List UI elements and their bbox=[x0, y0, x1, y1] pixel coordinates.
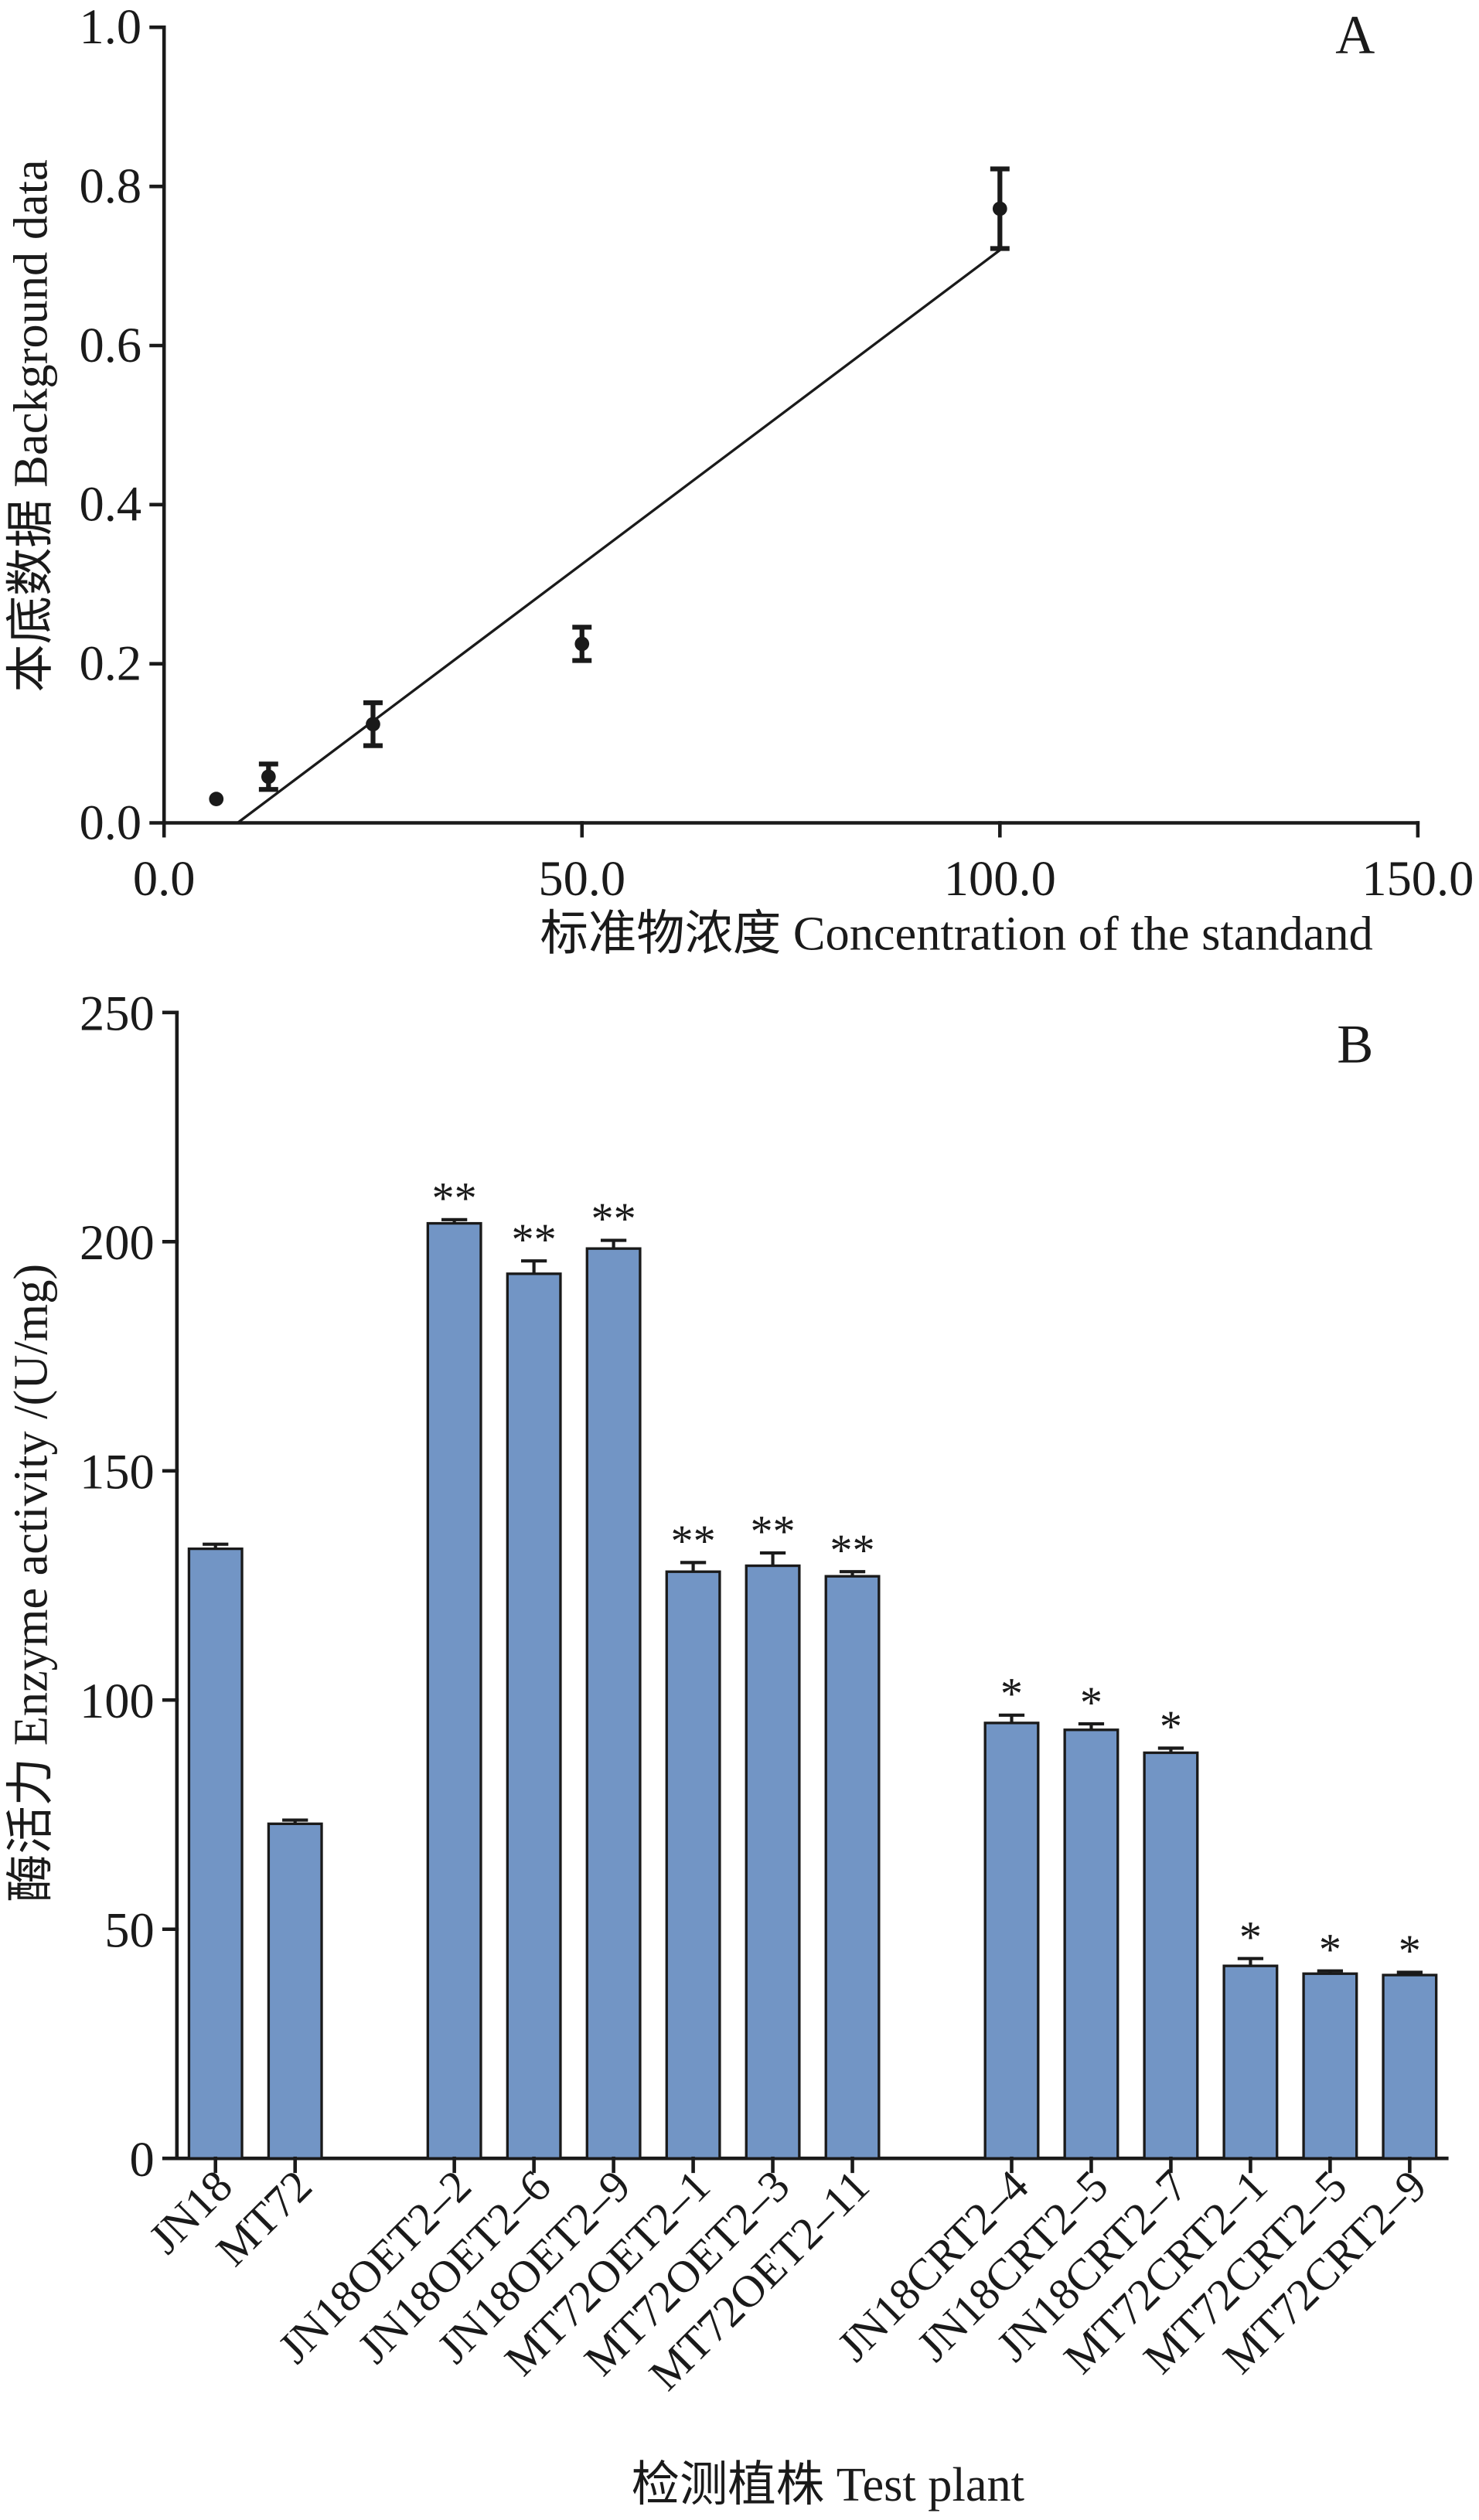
data-point-1 bbox=[209, 792, 224, 806]
bar-jn18crt2-7 bbox=[1143, 1751, 1199, 2160]
bar-mt72oet2-1 bbox=[665, 1570, 721, 2160]
x-tick-label-a: 50.0 bbox=[538, 851, 625, 906]
bar-jn18crt2-4 bbox=[983, 1721, 1040, 2160]
bar-jn18oet2-6 bbox=[506, 1272, 562, 2160]
bar-mt72crt2-9 bbox=[1382, 1973, 1438, 2160]
significance-marker-mt72oet2-3: ** bbox=[750, 1507, 795, 1557]
bar-jn18oet2-9 bbox=[585, 1247, 642, 2160]
bar-jn18oet2-2 bbox=[426, 1221, 482, 2160]
significance-marker-mt72oet2-11: ** bbox=[830, 1525, 874, 1575]
significance-marker-jn18oet2-9: ** bbox=[591, 1194, 636, 1244]
fit-line bbox=[237, 249, 1001, 824]
significance-marker-mt72crt2-1: * bbox=[1239, 1912, 1262, 1962]
bar-mt72crt2-1 bbox=[1222, 1964, 1279, 2160]
data-point-5 bbox=[992, 201, 1007, 216]
significance-marker-jn18crt2-7: * bbox=[1160, 1701, 1182, 1752]
y-tick-label-b: 0 bbox=[129, 2132, 154, 2187]
y-tick-label-b: 250 bbox=[80, 986, 155, 1041]
y-tick-label-b: 100 bbox=[80, 1674, 155, 1728]
y-tick-label-a: 1.0 bbox=[80, 0, 142, 54]
significance-marker-jn18crt2-5: * bbox=[1080, 1677, 1102, 1728]
x-tick-label-a: 100.0 bbox=[944, 851, 1056, 906]
y-tick-label-a: 0.8 bbox=[80, 158, 142, 213]
bar-mt72oet2-3 bbox=[745, 1564, 801, 2160]
panel-a-scatter-chart: A 标准物浓度 Concentration of the standand 本底… bbox=[4, 0, 1474, 961]
significance-marker-mt72crt2-5: * bbox=[1319, 1924, 1341, 1974]
data-point-4 bbox=[574, 636, 590, 652]
y-tick-label-b: 200 bbox=[80, 1215, 155, 1270]
x-axis-title-a: 标准物浓度 Concentration of the standand bbox=[540, 908, 1373, 961]
data-point-3 bbox=[366, 717, 380, 732]
panel-label-a: A bbox=[1335, 5, 1375, 66]
y-tick-label-a: 0.4 bbox=[80, 477, 142, 532]
significance-marker-jn18oet2-2: ** bbox=[432, 1173, 477, 1224]
y-tick-label-a: 0.6 bbox=[80, 318, 142, 373]
bar-mt72oet2-11 bbox=[824, 1575, 881, 2160]
x-tick-label-a: 0.0 bbox=[133, 851, 196, 906]
y-axis-title-b: 酶活力 Enzyme activity /(U/mg) bbox=[4, 1264, 57, 1902]
bar-jn18crt2-5 bbox=[1063, 1728, 1119, 2160]
x-axis-title-b: 检测植株 Test plant bbox=[632, 2458, 1024, 2511]
y-tick-label-b: 50 bbox=[104, 1903, 154, 1958]
significance-marker-jn18crt2-4: * bbox=[1000, 1669, 1023, 1719]
y-tick-label-b: 150 bbox=[80, 1445, 155, 1500]
y-tick-label-a: 0.0 bbox=[80, 795, 142, 850]
data-point-2 bbox=[261, 769, 276, 785]
panel-label-b: B bbox=[1337, 1014, 1373, 1074]
bar-jn18 bbox=[187, 1547, 244, 2160]
significance-marker-jn18oet2-6: ** bbox=[512, 1214, 557, 1265]
x-tick-label-a: 150.0 bbox=[1361, 851, 1474, 906]
y-axis-title-a: 本底数据 Background data bbox=[4, 159, 57, 692]
bar-mt72 bbox=[267, 1822, 323, 2160]
significance-marker-mt72oet2-1: ** bbox=[670, 1516, 715, 1566]
y-tick-label-a: 0.2 bbox=[80, 635, 142, 690]
significance-marker-mt72crt2-9: * bbox=[1399, 1926, 1421, 1976]
bar-mt72crt2-5 bbox=[1302, 1972, 1358, 2160]
